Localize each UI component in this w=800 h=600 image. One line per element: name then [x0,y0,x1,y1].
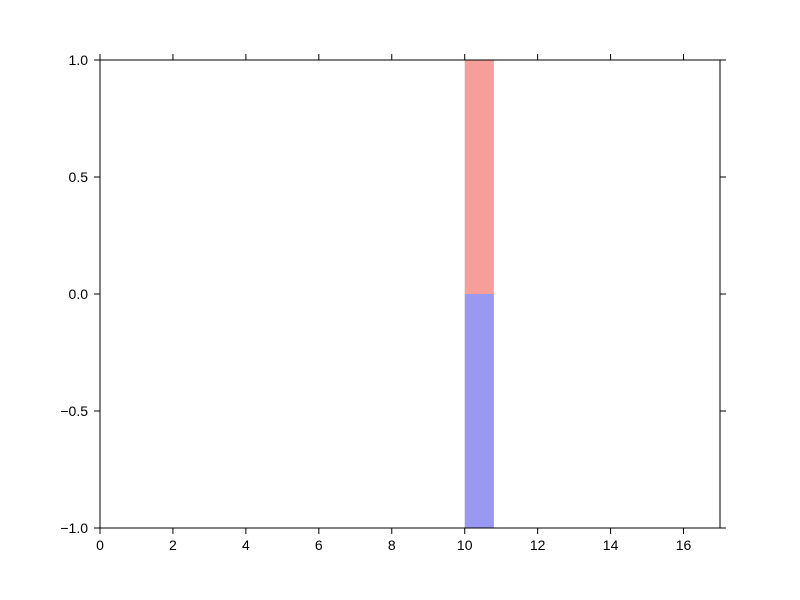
x-tick-label: 14 [603,537,619,553]
x-tick-label: 0 [96,537,104,553]
y-tick-label: 0.5 [69,169,89,185]
x-tick-label: 12 [530,537,546,553]
x-tick-label: 2 [169,537,177,553]
bar [465,294,494,528]
y-tick-label: −1.0 [60,520,88,536]
x-tick-label: 10 [457,537,473,553]
y-tick-label: 0.0 [69,286,89,302]
x-tick-label: 16 [676,537,692,553]
bar [465,60,494,294]
y-tick-label: 1.0 [69,52,89,68]
bar-chart: 0 2 4 6 8 10 12 14 16 −1.0 −0.5 0.0 0.5 1.0 [0,0,800,600]
x-tick-label: 8 [388,537,396,553]
x-tick-label: 4 [242,537,250,553]
y-tick-label: −0.5 [60,403,88,419]
chart-svg: 0 2 4 6 8 10 12 14 16 −1.0 −0.5 0.0 0.5 1.0 [0,0,800,600]
x-tick-label: 6 [315,537,323,553]
